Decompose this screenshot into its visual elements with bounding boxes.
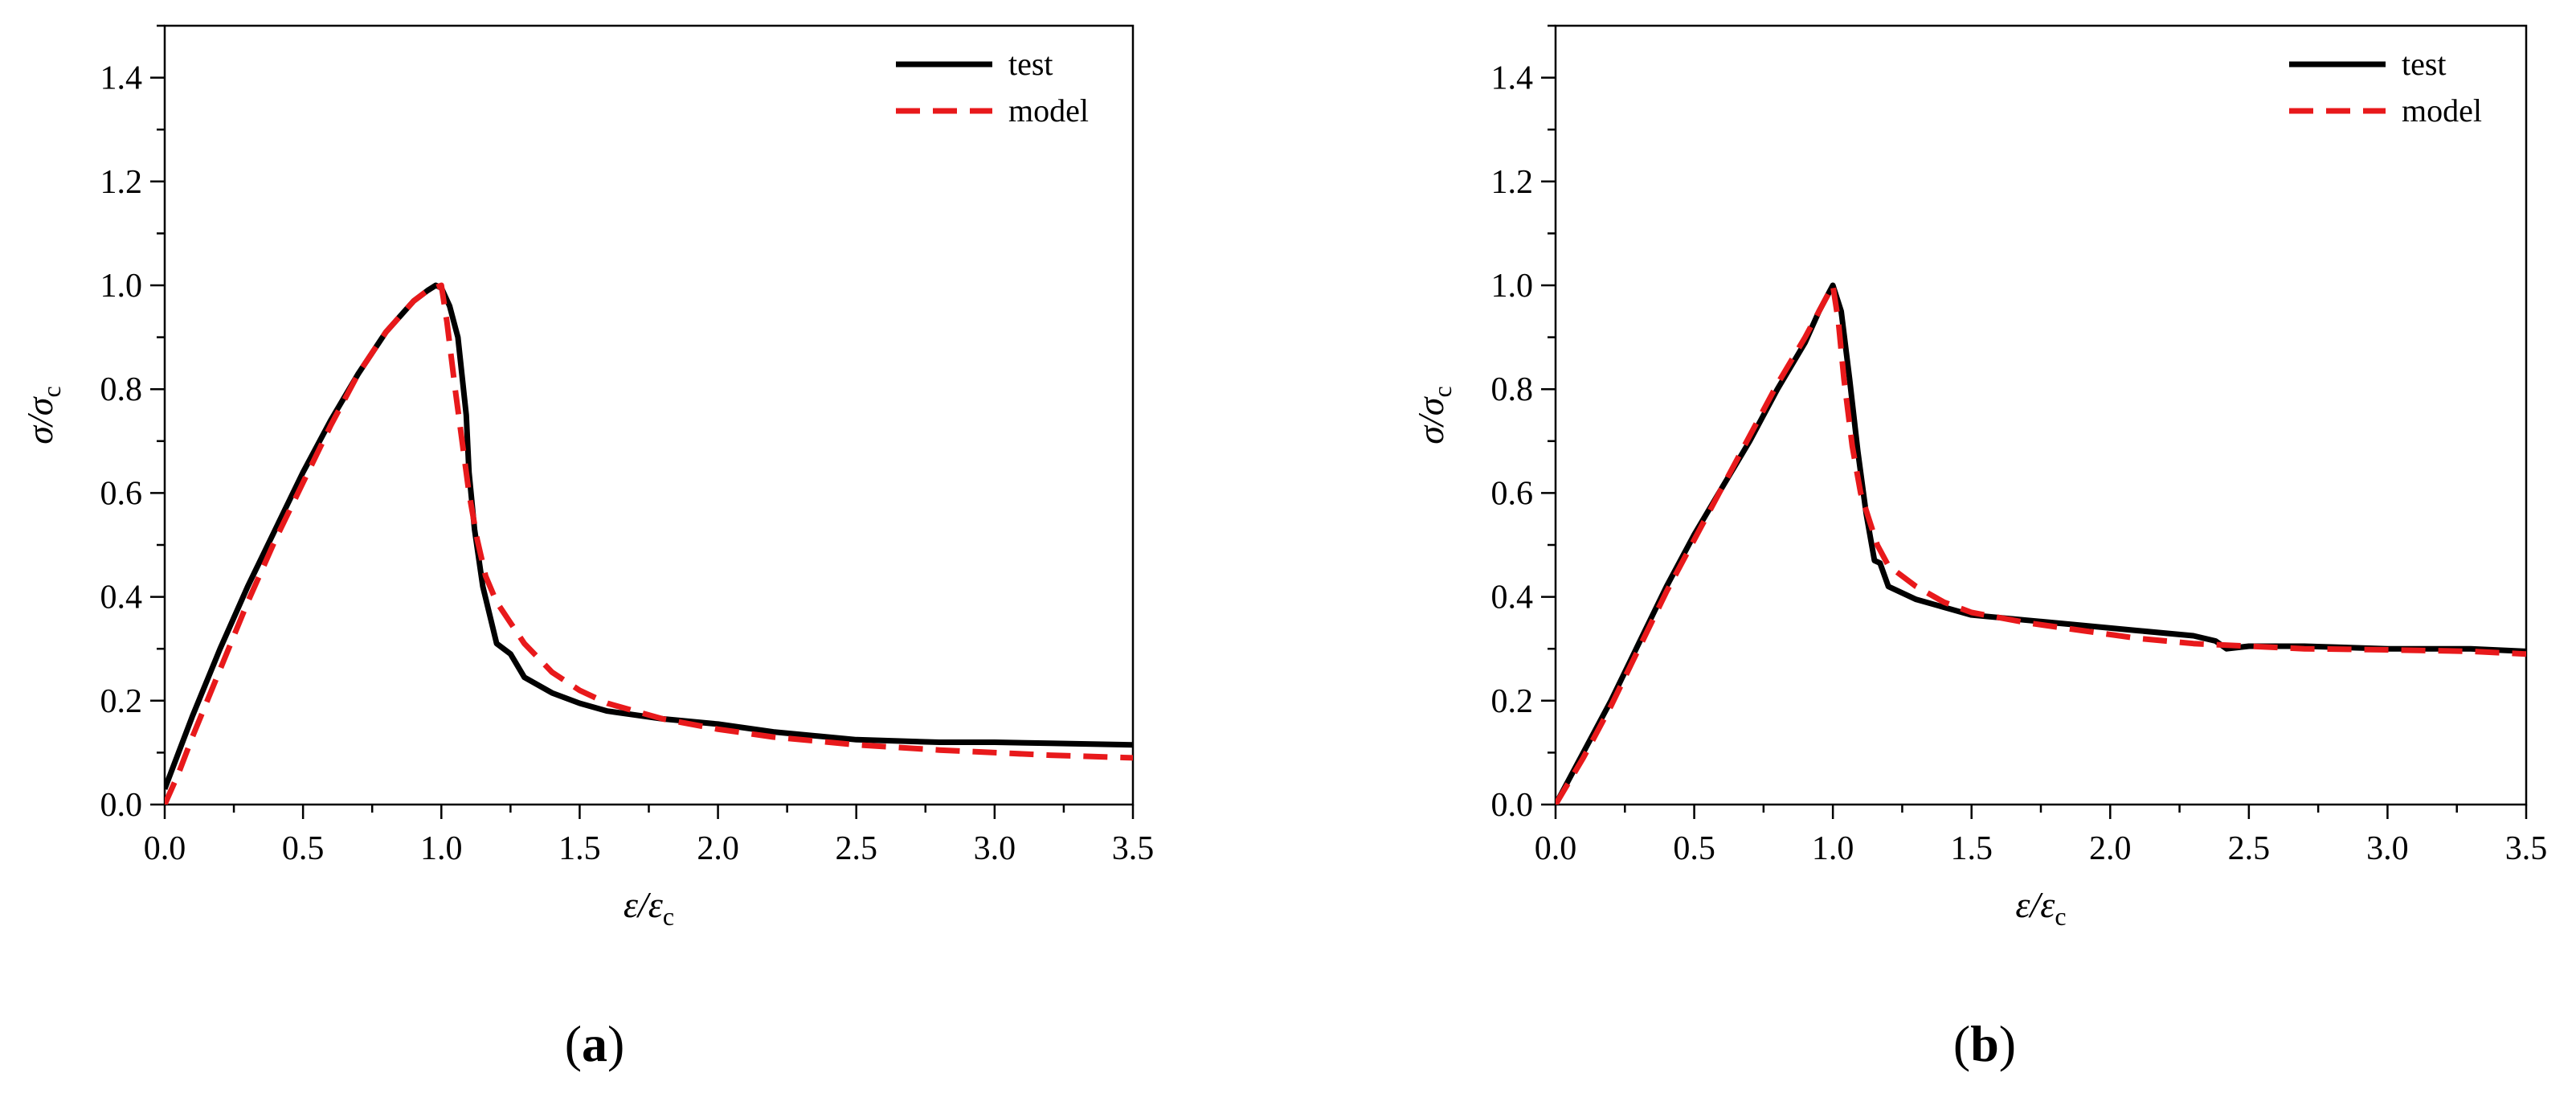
x-axis-title: ε/εc xyxy=(2015,884,2066,931)
chart-panel-b: 0.0 0.5 1.0 1.5 2.0 2.5 3.0 3.5 0.0 0.2 0.4 0.6 0.8 1… xyxy=(1410,24,2548,1072)
panel-label: (b) xyxy=(1953,1015,2016,1072)
y-axis-title: σ/σc xyxy=(1410,386,1457,444)
y-tick-label: 1.4 xyxy=(100,60,143,97)
y-axis-title-main: σ/σ xyxy=(1410,395,1451,444)
x-tick-label: 1.0 xyxy=(420,830,463,867)
x-tick-label: 2.5 xyxy=(2228,830,2271,867)
plot-frame xyxy=(163,24,1135,806)
series-line-test xyxy=(165,282,1133,790)
y-tick-label: 0.2 xyxy=(1491,683,1534,720)
x-axis-title: ε/εc xyxy=(624,884,674,931)
panel-label: (a) xyxy=(565,1015,625,1072)
y-tick-label: 1.2 xyxy=(100,164,143,201)
y-tick-label: 0.2 xyxy=(100,683,143,720)
y-tick-label: 0.0 xyxy=(1491,787,1534,824)
chart-panel-a: 0.0 0.5 1.0 1.5 2.0 2.5 3.0 3.5 0.0 0.2 0.4 0.6 0.8 1… xyxy=(19,24,1155,1072)
y-tick-label: 0.0 xyxy=(100,787,143,824)
x-axis-title-sub: c xyxy=(663,902,674,931)
y-axis-title-sub: c xyxy=(37,386,66,397)
legend-label-model: model xyxy=(2402,92,2482,129)
y-tick-label: 1.0 xyxy=(100,268,143,305)
plot-frame xyxy=(1554,24,2528,806)
x-tick-label: 2.0 xyxy=(2089,830,2132,867)
y-tick-label: 0.8 xyxy=(100,371,143,408)
x-tick-label: 0.5 xyxy=(1673,830,1715,867)
y-axis-title: σ/σc xyxy=(19,386,66,444)
x-axis-title-main: ε/ε xyxy=(624,884,664,925)
y-tick-label: 0.6 xyxy=(100,475,143,512)
x-tick-label: 2.5 xyxy=(835,830,877,867)
y-tick-label: 1.4 xyxy=(1491,60,1534,97)
x-tick-label: 3.0 xyxy=(2366,830,2409,867)
x-tick-label: 1.5 xyxy=(558,830,601,867)
x-tick-label: 3.0 xyxy=(974,830,1016,867)
y-tick-label: 0.6 xyxy=(1491,475,1534,512)
y-tick-label: 0.4 xyxy=(1491,579,1534,616)
series-line-test xyxy=(1556,282,2526,805)
y-tick-label: 0.4 xyxy=(100,579,143,616)
y-axis-title-sub: c xyxy=(1428,386,1457,397)
x-tick-label: 2.0 xyxy=(697,830,739,867)
x-axis-title-sub: c xyxy=(2055,902,2066,931)
legend-label-model: model xyxy=(1008,92,1089,129)
series-line-model xyxy=(1556,282,2526,805)
series-line-model xyxy=(165,282,1133,805)
legend-label-test: test xyxy=(1008,46,1053,82)
y-tick-label: 1.0 xyxy=(1491,268,1534,305)
x-tick-label: 0.5 xyxy=(282,830,325,867)
x-tick-label: 0.0 xyxy=(144,830,186,867)
y-tick-label: 0.8 xyxy=(1491,371,1534,408)
y-axis-title-main: σ/σ xyxy=(19,395,60,444)
x-tick-label: 1.0 xyxy=(1812,830,1854,867)
x-tick-label: 3.5 xyxy=(1112,830,1155,867)
legend-label-test: test xyxy=(2402,46,2447,82)
y-tick-label: 1.2 xyxy=(1491,164,1534,201)
x-tick-label: 1.5 xyxy=(1950,830,1993,867)
x-tick-label: 3.5 xyxy=(2505,830,2548,867)
x-axis-title-main: ε/ε xyxy=(2015,884,2055,925)
x-tick-label: 0.0 xyxy=(1535,830,1577,867)
